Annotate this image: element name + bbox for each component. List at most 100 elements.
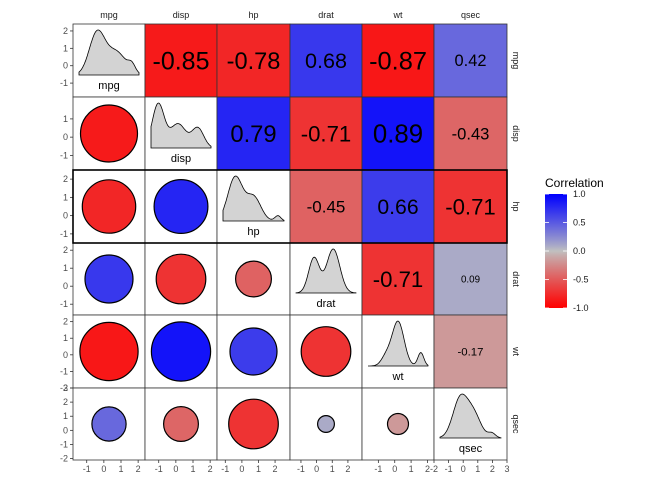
corr-circle-qsec-disp bbox=[163, 406, 200, 443]
cell-mpg-drat bbox=[289, 23, 363, 98]
column-header-wt: wt bbox=[393, 10, 403, 20]
diagonal-label-hp: hp bbox=[247, 226, 259, 238]
corr-label-mpg-qsec: 0.42 bbox=[455, 52, 487, 70]
x-tick-label-hp: -1 bbox=[221, 464, 229, 474]
x-tick-label-qsec: -2 bbox=[430, 464, 438, 474]
legend: Correlation 1.0 0.5 0.0 -0.5 -1.0 bbox=[545, 176, 604, 313]
x-axes: -1 0 1 2 -1 0 1 2 -1 0 1 2 -1 0 1 2 -1 0 1 2 -2 -1 0 1 2 3 bbox=[83, 460, 510, 474]
row-header-drat: drat bbox=[511, 271, 521, 287]
x-tick-label-drat: 1 bbox=[330, 464, 335, 474]
diagonal-label-disp: disp bbox=[171, 153, 191, 165]
y-tick-label-qsec: 3 bbox=[63, 383, 68, 393]
density-wt bbox=[368, 320, 429, 367]
x-tick-label-qsec: 3 bbox=[504, 464, 509, 474]
y-tick-label-disp: -1 bbox=[60, 150, 68, 160]
y-tick-label-disp: 1 bbox=[63, 114, 68, 124]
cell-disp-wt bbox=[361, 96, 435, 171]
x-tick-label-mpg: 2 bbox=[136, 464, 141, 474]
y-tick-label-hp: -1 bbox=[60, 229, 68, 239]
x-tick-label-hp: 1 bbox=[256, 464, 261, 474]
column-header-drat: drat bbox=[318, 10, 334, 20]
row-header-qsec: qsec bbox=[511, 414, 521, 434]
x-tick-label-hp: 0 bbox=[239, 464, 244, 474]
corr-circle-qsec-mpg bbox=[91, 406, 127, 442]
cell-drat-qsec bbox=[433, 242, 508, 316]
column-header-qsec: qsec bbox=[461, 10, 481, 20]
x-tick-label-mpg: 1 bbox=[118, 464, 123, 474]
density-drat bbox=[295, 248, 357, 294]
row-header-mpg: mpg bbox=[511, 52, 521, 70]
y-tick-label-mpg: 2 bbox=[63, 26, 68, 36]
cell-disp-hp bbox=[216, 96, 291, 171]
row-header-disp: disp bbox=[511, 125, 521, 142]
y-tick-label-hp: 2 bbox=[63, 174, 68, 184]
corr-label-disp-hp: 0.79 bbox=[230, 121, 276, 148]
row-headers: mpg disp hp drat wt qsec bbox=[511, 52, 521, 434]
y-tick-label-qsec: 1 bbox=[63, 411, 68, 421]
x-tick-label-qsec: 0 bbox=[461, 464, 466, 474]
y-tick-label-drat: 2 bbox=[63, 245, 68, 255]
x-tick-label-disp: 2 bbox=[208, 464, 213, 474]
corr-label-disp-qsec: -0.43 bbox=[452, 124, 490, 143]
y-tick-label-drat: 1 bbox=[63, 263, 68, 273]
x-tick-label-qsec: 2 bbox=[490, 464, 495, 474]
y-tick-label-qsec: -1 bbox=[60, 439, 68, 449]
corr-label-mpg-disp: -0.85 bbox=[153, 47, 210, 75]
density-qsec bbox=[439, 393, 502, 439]
legend-tick-label: -1.0 bbox=[573, 303, 589, 313]
corr-label-hp-drat: -0.45 bbox=[307, 197, 346, 216]
cell-mpg-hp bbox=[216, 23, 291, 98]
y-tick-label-hp: 1 bbox=[63, 192, 68, 202]
y-tick-label-disp: 0 bbox=[63, 132, 68, 142]
column-header-hp: hp bbox=[248, 10, 258, 20]
corr-label-mpg-hp: -0.78 bbox=[227, 49, 281, 75]
legend-tick-label: -0.5 bbox=[573, 275, 589, 285]
y-tick-label-wt: 1 bbox=[63, 333, 68, 343]
diagonal-label-mpg: mpg bbox=[98, 80, 119, 92]
y-tick-label-qsec: 2 bbox=[63, 397, 68, 407]
corr-label-hp-wt: 0.66 bbox=[377, 196, 418, 219]
corr-circle-drat-mpg bbox=[84, 254, 134, 304]
corr-label-wt-qsec: -0.17 bbox=[458, 346, 484, 358]
highlight-row bbox=[72, 169, 508, 244]
x-tick-label-wt: -1 bbox=[374, 464, 382, 474]
y-tick-label-mpg: -1 bbox=[60, 78, 68, 88]
x-tick-label-drat: -1 bbox=[297, 464, 305, 474]
column-headers: mpg disp hp drat wt qsec bbox=[100, 10, 480, 20]
legend-tick-label: 1.0 bbox=[573, 189, 586, 199]
y-tick-label-wt: 0 bbox=[63, 350, 68, 360]
y-tick-label-qsec: -2 bbox=[60, 454, 68, 464]
x-tick-label-drat: 0 bbox=[314, 464, 319, 474]
corr-circle-hp-disp bbox=[153, 179, 209, 235]
corr-label-disp-wt: 0.89 bbox=[373, 121, 423, 149]
y-tick-label-wt: 2 bbox=[63, 317, 68, 327]
corr-label-disp-drat: -0.71 bbox=[301, 121, 352, 146]
corr-circle-wt-disp bbox=[150, 321, 212, 382]
cell-drat-wt bbox=[361, 242, 435, 316]
corr-circle-wt-hp bbox=[229, 327, 278, 376]
column-header-disp: disp bbox=[173, 10, 190, 20]
y-tick-label-wt: -2 bbox=[60, 383, 68, 393]
corr-circle-qsec-drat bbox=[317, 415, 336, 434]
x-tick-label-disp: -1 bbox=[155, 464, 163, 474]
legend-title: Correlation bbox=[545, 176, 604, 190]
corr-label-drat-qsec: 0.09 bbox=[461, 274, 480, 285]
y-tick-label-qsec: 0 bbox=[63, 425, 68, 435]
y-tick-label-hp: 0 bbox=[63, 211, 68, 221]
cell-disp-qsec bbox=[433, 96, 508, 171]
legend-tick-label: 0.0 bbox=[573, 246, 586, 256]
corr-circle-hp-mpg bbox=[81, 179, 137, 234]
cell-hp-drat bbox=[289, 169, 363, 244]
corr-circle-disp-mpg bbox=[79, 104, 139, 163]
x-tick-label-mpg: -1 bbox=[83, 464, 91, 474]
y-tick-label-drat: 0 bbox=[63, 281, 68, 291]
corr-circle-wt-drat bbox=[300, 326, 352, 377]
x-tick-label-mpg: 0 bbox=[101, 464, 106, 474]
x-tick-label-qsec: -1 bbox=[445, 464, 453, 474]
x-tick-label-wt: 2 bbox=[425, 464, 430, 474]
y-tick-label-drat: -1 bbox=[60, 299, 68, 309]
cell-wt-qsec bbox=[433, 314, 508, 389]
legend-tick-label: 0.5 bbox=[573, 218, 586, 228]
